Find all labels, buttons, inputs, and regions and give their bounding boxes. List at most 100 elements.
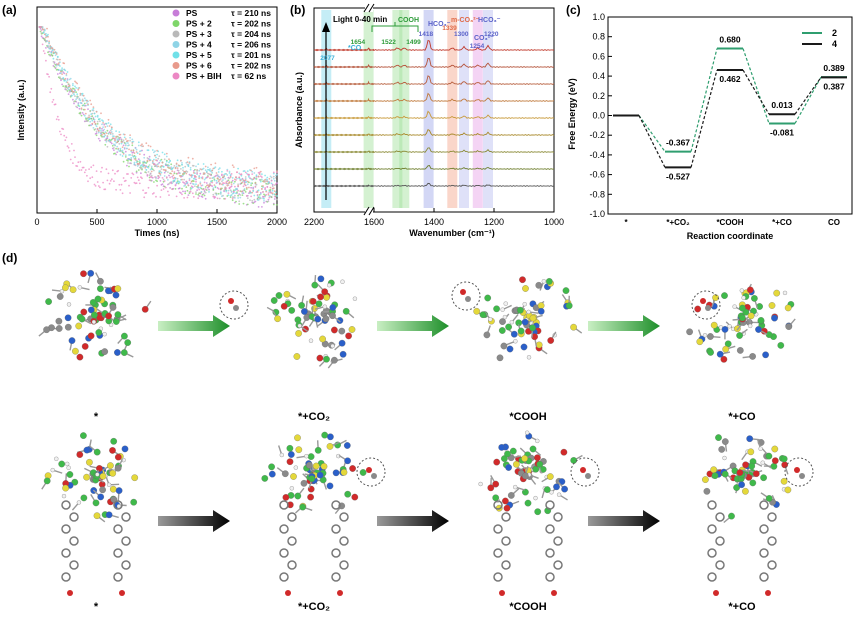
decay-point [245, 172, 247, 174]
decay-point [161, 189, 163, 191]
chain-ring [114, 525, 122, 533]
atom [322, 289, 328, 295]
decay-point [75, 91, 77, 93]
decay-point [274, 190, 276, 192]
atom [295, 493, 301, 499]
atom [307, 494, 313, 500]
decay-point [219, 198, 221, 200]
atom [739, 315, 745, 321]
decay-point [266, 181, 268, 183]
decay-point [198, 189, 200, 191]
atom [547, 473, 553, 479]
decay-point [122, 146, 124, 148]
decay-point [180, 176, 182, 178]
atom [505, 464, 511, 470]
structure-bottom [479, 431, 599, 596]
atom [81, 495, 87, 501]
atom [110, 470, 116, 476]
decay-point [113, 135, 115, 137]
decay-point [183, 179, 185, 181]
atom [69, 337, 75, 343]
atom [737, 347, 743, 353]
atom [79, 316, 85, 322]
decay-point [253, 172, 255, 174]
decay-point [149, 164, 151, 166]
atom [331, 357, 337, 363]
atom [294, 435, 300, 441]
decay-point [232, 164, 234, 166]
decay-point [152, 149, 154, 151]
chain-ring [332, 573, 340, 581]
decay-point [205, 198, 207, 200]
atom [366, 467, 372, 473]
atom [83, 474, 89, 480]
legend-tau: τ = 206 ns [231, 40, 271, 50]
atom [749, 463, 755, 469]
decay-point [253, 199, 255, 201]
atom [742, 296, 746, 300]
x-tick-label: 500 [89, 217, 104, 227]
decay-point [215, 196, 217, 198]
decay-point [95, 185, 97, 187]
decay-point [151, 176, 153, 178]
atom [284, 291, 290, 297]
atom [114, 349, 120, 355]
decay-point [142, 161, 144, 163]
legend-marker [173, 73, 180, 80]
atom [771, 315, 777, 321]
decay-point [175, 188, 177, 190]
atom [67, 590, 73, 596]
decay-point [174, 165, 176, 167]
decay-point [69, 85, 71, 87]
spectrum-trace [314, 58, 554, 67]
decay-point [263, 196, 265, 198]
atom [488, 317, 492, 321]
panel-c-label: (c) [566, 3, 581, 17]
atom [723, 346, 729, 352]
decay-point [118, 150, 120, 152]
decay-point [228, 190, 230, 192]
chain-ring [62, 501, 70, 509]
atom [105, 313, 111, 319]
decay-point [115, 189, 117, 191]
decay-point [53, 99, 55, 101]
decay-point [109, 140, 111, 142]
atom [228, 298, 234, 304]
decay-point [242, 178, 244, 180]
atom [344, 458, 350, 464]
decay-point [73, 91, 75, 93]
decay-point [199, 183, 201, 185]
decay-point [163, 179, 165, 181]
decay-point [251, 192, 253, 194]
decay-point [86, 100, 88, 102]
atom [557, 493, 561, 497]
atom [51, 468, 55, 472]
atom [283, 494, 289, 500]
decay-point [261, 173, 263, 175]
decay-point [112, 133, 114, 135]
decay-point [66, 73, 68, 75]
decay-point [165, 163, 167, 165]
panel-c: (c) 1.00.80.60.40.20.0-0.2-0.4-0.6-0.8-1… [566, 3, 852, 241]
decay-point [193, 180, 195, 182]
atom [748, 324, 752, 328]
decay-point [124, 134, 126, 136]
decay-point [137, 177, 139, 179]
decay-point [59, 76, 61, 78]
atom [501, 308, 505, 312]
panel-c-legend: 24 [802, 28, 837, 49]
atom [317, 294, 323, 300]
decay-point [136, 149, 138, 151]
state-label-top: *+CO [728, 411, 756, 423]
decay-point [101, 167, 103, 169]
decay-point [235, 179, 237, 181]
spectrum-trace [314, 183, 554, 186]
atom [132, 475, 138, 481]
decay-point [237, 185, 239, 187]
decay-point [255, 201, 257, 203]
atom [499, 327, 505, 333]
decay-point [108, 122, 110, 124]
decay-point [84, 172, 86, 174]
decay-point [98, 132, 100, 134]
decay-point [50, 52, 52, 54]
